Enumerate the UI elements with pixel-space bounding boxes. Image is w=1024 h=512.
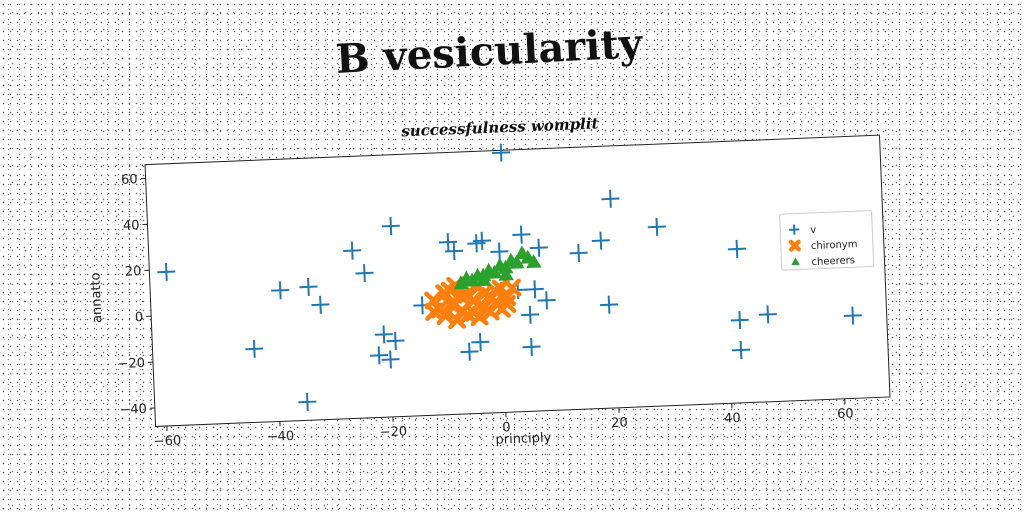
- point-v: [731, 340, 751, 360]
- point-v: [381, 350, 400, 369]
- x-tick-label: 20: [611, 415, 628, 431]
- point-chironym: [486, 281, 505, 301]
- point-v: [529, 238, 548, 257]
- legend-label: chironym: [811, 239, 858, 252]
- point-v: [525, 280, 544, 299]
- legend-marker-cheerers: [791, 257, 800, 266]
- point-cheerers: [498, 266, 514, 281]
- point-v: [355, 264, 374, 283]
- point-cheerers: [526, 254, 542, 269]
- point-cheerers: [514, 245, 530, 260]
- point-v: [460, 342, 479, 361]
- point-v: [512, 225, 531, 244]
- point-v: [727, 239, 746, 258]
- point-v: [298, 392, 317, 411]
- point-cheerers: [476, 272, 492, 287]
- point-cheerers: [503, 252, 519, 267]
- x-tick-label: −40: [266, 429, 294, 445]
- x-axis-label: principly: [495, 431, 552, 448]
- legend: v chironym cheerers: [779, 210, 875, 271]
- point-v: [386, 331, 405, 350]
- point-v: [381, 217, 400, 236]
- scatter-points: [157, 143, 862, 411]
- point-v: [311, 295, 330, 314]
- point-v: [299, 277, 318, 296]
- point-cheerers: [459, 270, 475, 285]
- x-tick-label: 0: [502, 420, 511, 435]
- point-v: [599, 295, 619, 314]
- point-v: [445, 242, 464, 261]
- y-tick-label: 60: [121, 172, 138, 188]
- point-v: [758, 305, 777, 324]
- point-chironym: [424, 302, 444, 322]
- point-v: [157, 262, 176, 281]
- point-chironym: [452, 287, 471, 307]
- point-v: [601, 189, 620, 208]
- y-axis-label: annatto: [88, 272, 105, 323]
- point-v: [374, 325, 393, 344]
- point-v: [569, 243, 588, 263]
- y-tick-label: 0: [135, 310, 144, 325]
- legend-label: cheerers: [811, 255, 855, 268]
- point-v: [521, 305, 540, 324]
- point-chironym: [497, 294, 517, 314]
- point-v: [730, 311, 749, 330]
- legend-label: v: [810, 225, 816, 236]
- point-chironym: [447, 310, 467, 330]
- point-v: [522, 337, 541, 356]
- y-tick-label: −20: [117, 356, 145, 372]
- point-v: [439, 233, 458, 252]
- point-cheerers: [481, 262, 497, 277]
- point-v: [490, 242, 509, 261]
- point-v: [492, 143, 511, 162]
- point-chironym: [436, 306, 455, 326]
- y-tick-label: 20: [125, 264, 142, 280]
- legend-marker-v: [789, 224, 800, 235]
- x-tick-label: 40: [724, 411, 741, 427]
- point-v: [271, 281, 290, 300]
- x-axis: −60 −40 −20 0 20 40 60: [154, 398, 854, 449]
- x-tick-label: 60: [837, 406, 854, 422]
- point-chironym: [502, 278, 522, 298]
- point-v: [472, 231, 492, 250]
- y-tick-label: −40: [119, 402, 147, 418]
- x-tick-label: −60: [154, 433, 182, 449]
- y-tick-label: 40: [123, 218, 140, 234]
- point-v: [245, 339, 264, 358]
- point-chironym: [441, 294, 460, 314]
- chart-subtitle: successfulness womplit: [401, 114, 599, 140]
- point-v: [343, 241, 362, 260]
- point-v: [370, 346, 389, 365]
- point-cheerers: [492, 257, 508, 272]
- legend-marker-chironym: [788, 239, 801, 252]
- point-v: [537, 291, 556, 310]
- x-tick-label: −20: [379, 424, 407, 440]
- point-v: [591, 231, 610, 250]
- point-v: [471, 333, 490, 352]
- y-axis: −40 −20 0 20 40 60: [117, 172, 155, 418]
- point-v: [647, 217, 666, 236]
- point-chironym: [464, 303, 483, 322]
- point-v: [843, 306, 862, 325]
- legend-box: [779, 210, 875, 271]
- point-chironym: [440, 281, 460, 300]
